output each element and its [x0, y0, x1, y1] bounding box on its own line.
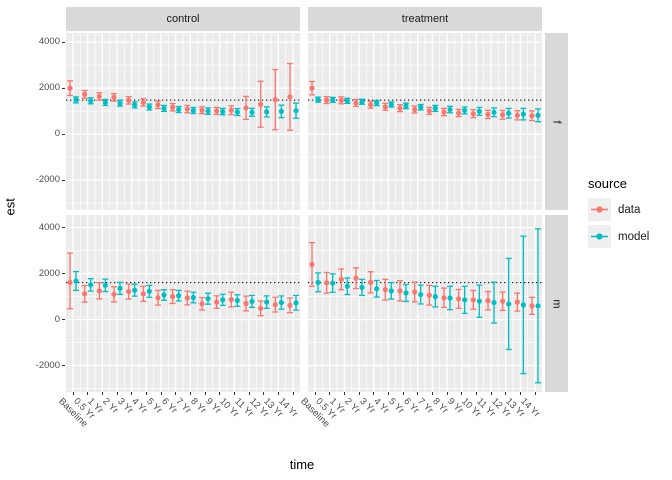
- facet-strip-f: f: [545, 33, 568, 210]
- y-tick-label: 2000: [38, 267, 60, 279]
- facet-strip-control-label: control: [166, 13, 200, 25]
- facet-strip-m-label: m: [550, 298, 563, 309]
- y-tick-label: -2000: [35, 174, 60, 186]
- x-tick-mark: [431, 392, 433, 395]
- x-tick-mark: [145, 392, 147, 395]
- legend-title: source: [588, 176, 628, 191]
- legend-item-model[interactable]: model: [588, 225, 649, 248]
- x-tick-mark: [358, 392, 360, 395]
- y-tick-label: 4000: [38, 221, 60, 233]
- series-data-pointrange: [309, 80, 535, 122]
- series-model-pointrange: [315, 96, 541, 123]
- x-tick-mark: [189, 392, 191, 395]
- facet-strip-f-label: f: [550, 119, 563, 124]
- facet-strip-m: m: [545, 215, 568, 392]
- x-axis-title: time: [289, 457, 315, 472]
- y-axis-title: est: [2, 198, 18, 216]
- pointrange-icon: [591, 233, 608, 240]
- panel-control-m: [66, 215, 300, 392]
- series-model-pointrange: [73, 96, 299, 119]
- x-tick-mark: [373, 392, 375, 395]
- y-tick-label: 4000: [38, 36, 60, 48]
- facet-strip-treatment: treatment: [308, 7, 542, 31]
- y-tick-mark: [62, 227, 65, 229]
- series-model-pointrange: [315, 228, 541, 384]
- pointrange-icon: [591, 206, 608, 213]
- y-tick-label: 0: [54, 128, 60, 140]
- x-tick-mark: [446, 392, 448, 395]
- x-tick-mark: [160, 392, 162, 395]
- x-tick-mark: [219, 392, 221, 395]
- x-tick-mark: [101, 392, 103, 395]
- y-tick-label: 2000: [38, 82, 60, 94]
- x-tick-mark: [292, 392, 294, 395]
- legend-key-data: [588, 198, 611, 221]
- y-tick-mark: [62, 87, 65, 89]
- x-tick-mark: [402, 392, 404, 395]
- y-tick-label: 0: [54, 313, 60, 325]
- series-model-pointrange: [73, 270, 299, 311]
- y-tick-mark: [62, 41, 65, 43]
- legend-item-data[interactable]: data: [588, 198, 649, 221]
- x-tick-mark: [233, 392, 235, 395]
- x-tick-mark: [490, 392, 492, 395]
- legend: source data model: [588, 176, 649, 252]
- y-tick-mark: [62, 133, 65, 135]
- y-tick-mark: [62, 273, 65, 275]
- legend-key-model: [588, 225, 611, 248]
- x-tick-mark: [475, 392, 477, 395]
- x-tick-mark: [277, 392, 279, 395]
- x-tick-mark: [387, 392, 389, 395]
- panel-treatment-f: [308, 33, 542, 210]
- x-tick-mark: [131, 392, 133, 395]
- series-data-pointrange: [309, 241, 535, 315]
- legend-label-model: model: [618, 230, 650, 243]
- x-tick-mark: [505, 392, 507, 395]
- x-tick-mark: [204, 392, 206, 395]
- facet-strip-control: control: [66, 7, 300, 31]
- x-tick-mark: [87, 392, 89, 395]
- panel-control-f: [66, 33, 300, 210]
- x-tick-mark: [72, 392, 74, 395]
- legend-label-data: data: [618, 203, 641, 216]
- x-tick-mark: [175, 392, 177, 395]
- y-tick-mark: [62, 179, 65, 181]
- x-tick-label: 14 Yr: [518, 396, 542, 420]
- x-tick-mark: [116, 392, 118, 395]
- y-tick-mark: [62, 319, 65, 321]
- x-tick-mark: [534, 392, 536, 395]
- facet-strip-treatment-label: treatment: [401, 13, 449, 25]
- x-tick-mark: [329, 392, 331, 395]
- x-tick-mark: [519, 392, 521, 395]
- x-tick-mark: [343, 392, 345, 395]
- x-tick-mark: [417, 392, 419, 395]
- x-tick-mark: [314, 392, 316, 395]
- x-tick-mark: [263, 392, 265, 395]
- series-data-pointrange: [67, 62, 293, 131]
- y-tick-mark: [62, 365, 65, 367]
- x-tick-mark: [248, 392, 250, 395]
- series-data-pointrange: [67, 252, 293, 317]
- panel-treatment-m: [308, 215, 542, 392]
- y-tick-label: -2000: [35, 359, 60, 371]
- x-tick-mark: [461, 392, 463, 395]
